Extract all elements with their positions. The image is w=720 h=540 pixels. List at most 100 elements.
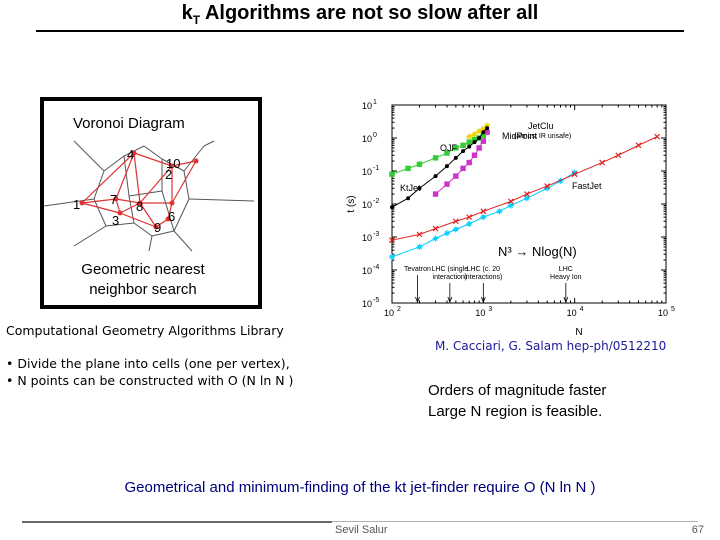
bullet-list: • Divide the plane into cells (one per v… (6, 355, 293, 389)
voronoi-label-7: 7 (110, 192, 117, 207)
data-point (523, 191, 530, 197)
series-fastjet (389, 133, 661, 244)
voronoi-label-2: 2 (165, 167, 172, 182)
footer-accent (22, 521, 332, 523)
y-tick-exponent: -2 (373, 198, 379, 205)
x-tick-exponent: 2 (397, 306, 401, 313)
bullet-item: • Divide the plane into cells (one per v… (6, 356, 290, 371)
data-point (476, 128, 483, 135)
claim-item: Orders of magnitude faster (428, 382, 607, 399)
data-point (406, 196, 411, 201)
data-point (453, 155, 458, 160)
x-tick-exponent: 3 (488, 306, 492, 313)
footer-rule (22, 521, 698, 522)
title-underline (36, 30, 684, 32)
footer-author: Sevil Salur (335, 524, 388, 536)
voronoi-caption: Geometric nearest neighbor search (81, 261, 205, 298)
data-point (444, 164, 449, 169)
series-midpoint (432, 129, 490, 197)
data-point (654, 133, 661, 140)
data-point (496, 208, 503, 215)
data-point (485, 126, 490, 131)
annotation-label: LHC (c. 20 (467, 266, 501, 273)
claims: Orders of magnitude faster Large N regio… (428, 380, 606, 422)
data-point (557, 177, 564, 184)
x-tick-label: 10 (567, 308, 577, 318)
data-point (389, 171, 395, 177)
series-ktjet (390, 126, 490, 210)
y-tick-label: 10 (362, 233, 372, 243)
data-point (480, 125, 487, 132)
series-line (391, 136, 658, 241)
data-point (389, 237, 395, 244)
y-tick-exponent: 1 (373, 99, 377, 106)
voronoi-label-6: 6 (168, 209, 175, 224)
data-point (507, 202, 514, 209)
voronoi-label-9: 9 (154, 220, 161, 235)
data-point (452, 226, 459, 233)
data-point (466, 214, 473, 221)
data-point (571, 171, 578, 178)
page-number: 67 (691, 524, 704, 536)
x-tick-label: 10 (384, 308, 394, 318)
y-tick-exponent: -4 (373, 264, 379, 271)
annotation-label: Heavy Ion (550, 274, 582, 281)
voronoi-label-1: 1 (73, 197, 80, 212)
data-point (432, 235, 439, 242)
x-tick-exponent: 4 (580, 306, 584, 313)
data-point (481, 130, 486, 135)
data-point (432, 155, 439, 161)
voronoi-title: Voronoi Diagram (73, 115, 185, 132)
y-tick-label: 10 (362, 101, 372, 111)
data-point (476, 145, 482, 151)
data-point (416, 243, 423, 250)
data-point (467, 144, 472, 149)
conclusion: Geometrical and minimum-finding of the k… (124, 479, 596, 496)
data-point (432, 191, 439, 197)
voronoi-label-3: 3 (112, 213, 119, 228)
series-label: MidPoint (502, 131, 538, 141)
data-point (453, 145, 459, 151)
data-point (389, 253, 395, 260)
y-tick-label: 10 (362, 134, 372, 144)
series-label: OJF (440, 143, 458, 153)
x-axis-label: N (575, 327, 582, 338)
data-point (615, 152, 622, 159)
plot-frame (391, 104, 667, 304)
data-point (480, 208, 487, 215)
data-point (635, 142, 642, 149)
data-point (471, 131, 478, 138)
voronoi-label-10: 10 (166, 156, 180, 171)
data-point (460, 142, 466, 149)
y-tick-exponent: -3 (373, 231, 379, 238)
cgal-label: Computational Geometry Algorithms Librar… (6, 323, 284, 338)
voronoi-label-8: 8 (136, 199, 143, 214)
data-point (544, 185, 551, 192)
complexity-label: N³ → Nlog(N) (498, 244, 577, 259)
y-tick-exponent: -1 (373, 165, 379, 172)
series-sublabel: (almost IR unsafe) (514, 133, 571, 140)
bullet-item: • N points can be constructed with O (N … (6, 373, 294, 388)
data-point (480, 138, 487, 144)
series-jetclu (466, 122, 491, 140)
data-point (453, 173, 459, 179)
data-point (477, 136, 482, 140)
claim-item: Large N region is feasible. (428, 403, 603, 420)
slide-title: kT Algorithms are not so slow after all (181, 2, 539, 27)
annotation: Tevatron (404, 266, 431, 304)
data-point (416, 231, 423, 238)
data-point (417, 186, 422, 191)
series-label: KtJet (400, 183, 421, 193)
y-tick-exponent: -5 (373, 297, 379, 304)
voronoi-label-4: 4 (127, 147, 134, 162)
timing-chart: 10 110 010 -110 -210 -310 -410 -510 2 10 3 10 4 10 5Nt… (346, 99, 675, 338)
data-point (444, 150, 450, 156)
data-point (461, 149, 466, 154)
data-point (523, 195, 530, 202)
data-point (480, 214, 487, 221)
x-tick-label: 10 (658, 308, 668, 318)
data-point (466, 133, 473, 140)
annotation-label: interactions) (464, 274, 502, 281)
